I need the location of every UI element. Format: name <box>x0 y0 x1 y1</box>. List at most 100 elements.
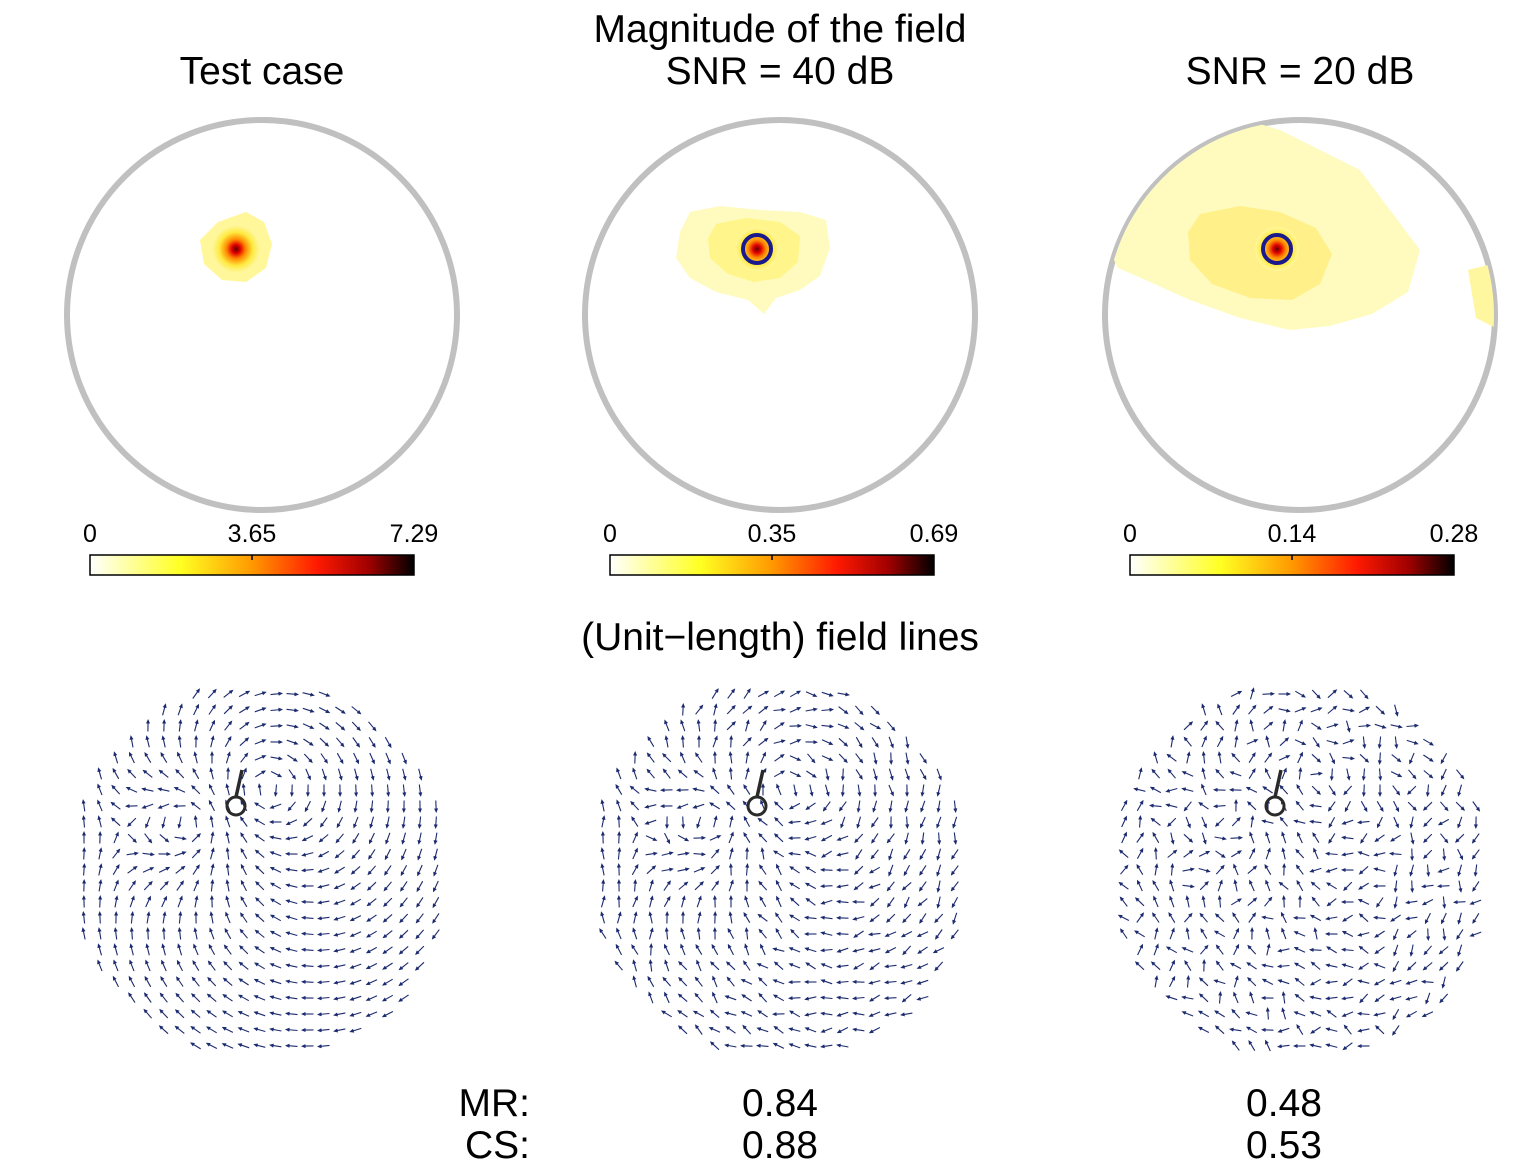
quiver-panel-snr20 <box>1117 687 1482 1052</box>
field-arrow-head <box>194 911 198 916</box>
field-arrow-head <box>166 852 171 856</box>
field-arrow-head <box>1234 799 1238 804</box>
field-arrow-head <box>1364 758 1370 763</box>
field-arrow-head <box>649 879 654 885</box>
field-arrow-head <box>1234 735 1239 740</box>
field-arrow-head <box>1217 895 1222 900</box>
field-arrow-head <box>385 808 390 813</box>
field-arrow-head <box>1366 723 1371 728</box>
field-arrow-head <box>254 929 260 934</box>
field-arrow-head <box>339 759 344 765</box>
field-arrow-head <box>1389 996 1395 1001</box>
field-arrow-head <box>178 719 183 724</box>
field-arrow-head <box>178 911 183 916</box>
field-arrow-head <box>917 949 922 954</box>
field-arrow-head <box>1282 719 1287 724</box>
field-arrow-head <box>285 836 290 841</box>
field-arrow-head <box>854 870 859 875</box>
field-arrow-head <box>1198 993 1204 998</box>
field-arrow-head <box>1134 961 1140 966</box>
field-arrow-head <box>773 1025 779 1031</box>
field-arrow-head <box>1426 872 1431 877</box>
field-arrow-head <box>1309 1043 1314 1048</box>
field-arrow-head <box>743 960 748 966</box>
field-arrow-head <box>240 879 245 885</box>
field-arrow-head <box>1235 927 1239 933</box>
field-arrow-head <box>1327 806 1333 812</box>
field-arrow-head <box>210 847 215 853</box>
field-arrow-head <box>194 719 199 725</box>
field-arrow-head <box>1280 911 1285 917</box>
colorbar-snr40 <box>609 554 935 576</box>
field-arrow-head <box>1350 708 1355 713</box>
field-arrow-head <box>1198 802 1204 807</box>
field-arrow-head <box>1325 851 1330 856</box>
field-arrow-head <box>836 837 842 841</box>
field-arrow-head <box>1389 851 1394 856</box>
field-arrow-head <box>403 759 407 765</box>
field-arrow-head <box>181 851 187 856</box>
field-arrow-head <box>1409 952 1414 957</box>
field-arrow-head <box>648 991 652 997</box>
field-arrow-head <box>1389 980 1395 985</box>
field-arrow-head <box>1325 1043 1331 1048</box>
field-arrow-head <box>1325 868 1331 873</box>
field-arrow-head <box>414 966 420 971</box>
field-arrow-head <box>269 805 275 809</box>
field-arrow-head <box>285 899 291 904</box>
field-arrow-head <box>745 847 750 852</box>
field-arrow-head <box>1247 801 1252 806</box>
field-arrow-head <box>125 804 130 809</box>
field-arrow-head <box>129 751 133 757</box>
field-arrow-head <box>758 928 763 934</box>
field-arrow-head <box>285 947 291 952</box>
field-arrow-head <box>699 704 704 710</box>
field-arrow-head <box>652 837 658 841</box>
field-arrow-head <box>349 965 355 969</box>
field-arrow-head <box>322 792 326 797</box>
field-arrow-head <box>780 739 786 744</box>
field-arrow-head <box>1252 704 1257 710</box>
field-arrow-head <box>868 1013 874 1017</box>
field-arrow-head <box>1181 1011 1187 1015</box>
field-arrow-head <box>647 975 652 981</box>
field-arrow-head <box>632 927 637 933</box>
field-arrow-head <box>366 902 372 907</box>
field-arrow-head <box>351 854 356 860</box>
field-arrow-head <box>746 688 751 693</box>
field-arrow-head <box>1245 1011 1251 1016</box>
field-arrow-head <box>161 959 165 965</box>
field-arrow-head <box>1393 888 1398 893</box>
field-arrow-head <box>225 783 230 788</box>
field-arrow-head <box>254 802 259 807</box>
field-arrow-head <box>869 917 875 923</box>
field-arrow-head <box>225 879 230 884</box>
field-arrow-head <box>900 1012 905 1017</box>
field-arrow-head <box>402 775 407 781</box>
field-arrow-head <box>228 720 233 726</box>
field-arrow-head <box>886 886 891 892</box>
field-arrow-head <box>365 949 371 954</box>
field-arrow-head <box>780 722 785 727</box>
field-arrow-head <box>788 963 794 967</box>
field-arrow-head <box>112 975 117 981</box>
field-arrow-head <box>261 691 267 696</box>
field-arrow-head <box>1188 838 1194 843</box>
field-arrow-head <box>1380 710 1386 715</box>
field-arrow-head <box>278 707 283 712</box>
field-arrow-head <box>305 792 310 797</box>
field-arrow-head <box>728 911 733 916</box>
field-arrow-head <box>1220 853 1226 858</box>
field-arrow-head <box>868 1029 874 1034</box>
heatmap-panel-snr40 <box>582 117 978 513</box>
field-arrow-head <box>788 820 793 825</box>
field-arrow-head <box>680 943 684 949</box>
field-arrow-head <box>161 943 166 949</box>
field-arrow-head <box>789 866 794 871</box>
field-arrow-head <box>646 752 652 758</box>
field-arrow-head <box>269 979 275 984</box>
field-arrow-head <box>433 887 437 893</box>
cbar-tick-min: 0 <box>603 520 617 548</box>
field-arrow-head <box>709 961 715 966</box>
field-arrow-head <box>1473 824 1478 829</box>
